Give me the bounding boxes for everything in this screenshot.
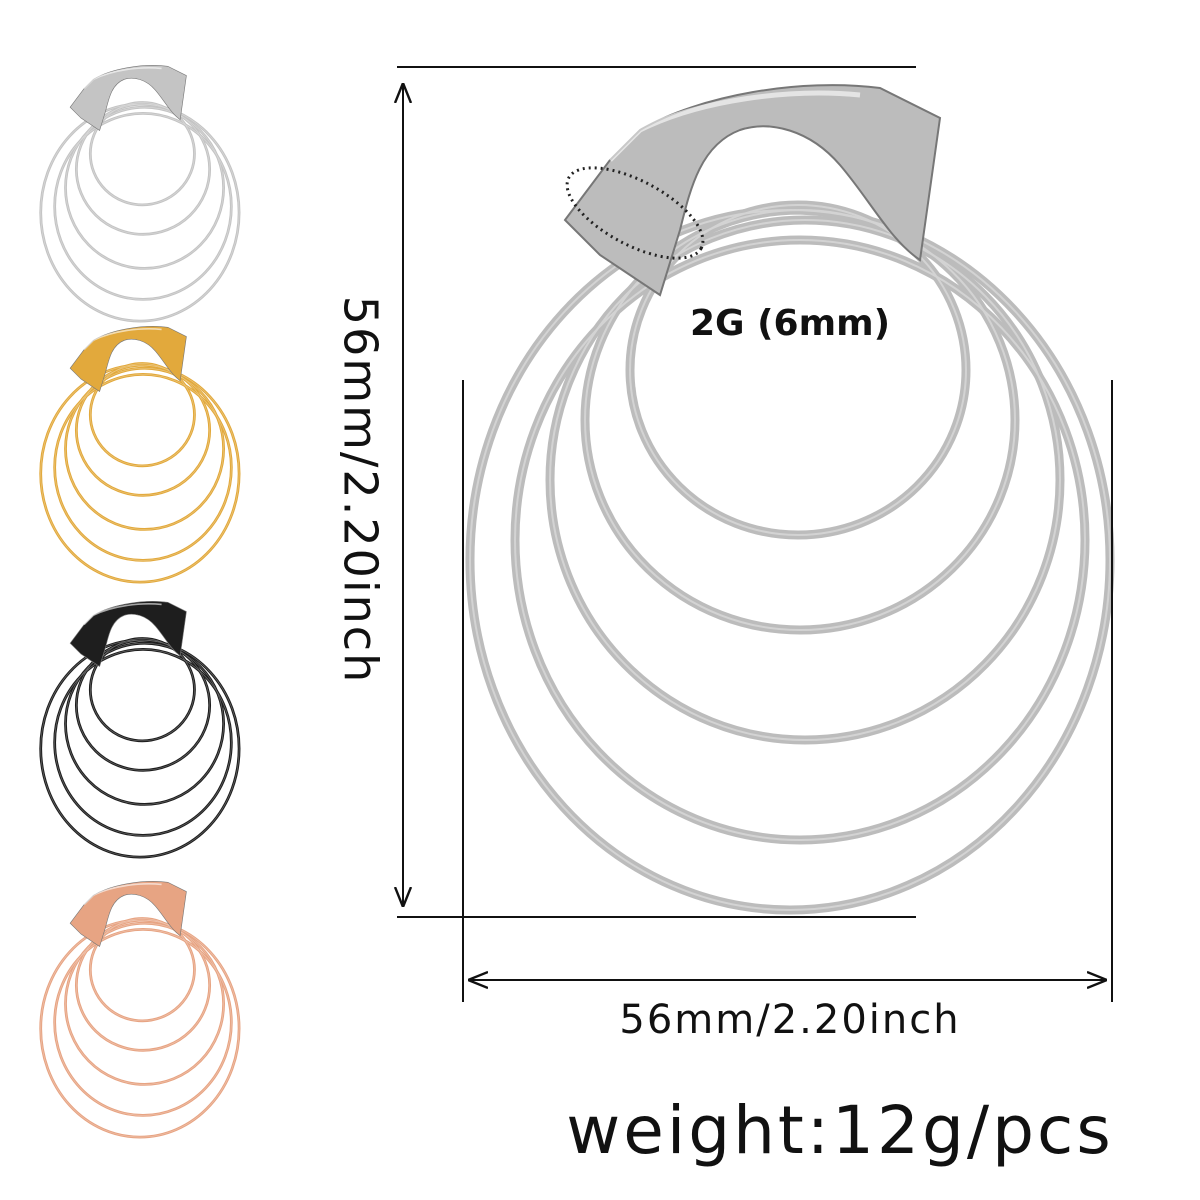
variant-rose-gold xyxy=(39,880,241,1139)
width-label: 56mm/2.20inch xyxy=(619,997,960,1043)
main-earring xyxy=(470,85,1110,910)
variant-gold xyxy=(39,325,241,584)
dimension-lines xyxy=(397,66,1113,1002)
weight-label: weight:12g/pcs xyxy=(566,1092,1113,1169)
variant-black xyxy=(39,600,241,859)
variant-silver xyxy=(39,64,241,323)
height-label: 56mm/2.20inch xyxy=(334,296,388,684)
gauge-marker xyxy=(565,166,705,260)
gauge-label: 2G (6mm) xyxy=(690,303,890,344)
